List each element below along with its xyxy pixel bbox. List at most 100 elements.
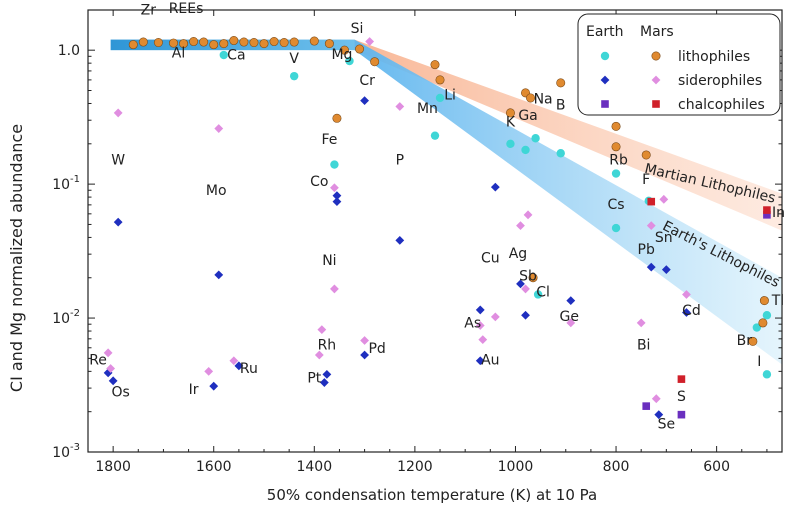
data-point — [204, 366, 214, 376]
data-point — [322, 369, 332, 379]
y-tick-label: 1.0 — [58, 43, 80, 59]
data-point — [475, 356, 485, 366]
x-axis-label: 50% condensation temperature (K) at 10 P… — [267, 486, 597, 504]
element-label-si: Si — [351, 21, 364, 37]
data-point — [219, 50, 228, 60]
legend-earth-chalcophiles-marker — [601, 100, 609, 108]
data-point — [314, 350, 324, 360]
data-point — [370, 57, 380, 67]
data-point — [763, 211, 771, 219]
element-label-al: Al — [172, 46, 185, 62]
data-point — [309, 36, 319, 46]
element-label-rh: Rh — [318, 338, 337, 354]
data-point — [659, 194, 669, 204]
series-mars-lithophiles — [128, 36, 769, 346]
lithophile-bands — [110, 39, 782, 365]
data-point — [324, 39, 334, 49]
data-point — [490, 182, 500, 192]
series-earth-chalcophiles — [642, 211, 771, 419]
element-label-os: Os — [112, 384, 130, 400]
legend-mars-chalcophiles-marker — [652, 100, 660, 108]
data-point — [113, 217, 123, 227]
data-point — [556, 149, 565, 158]
data-point — [239, 37, 249, 47]
data-point — [506, 139, 515, 149]
data-point — [209, 381, 219, 391]
data-point — [611, 223, 621, 233]
legend-mars-lithophiles-marker — [651, 51, 661, 61]
y-tick-label: 10-2 — [52, 308, 80, 327]
data-point — [475, 321, 485, 330]
data-point — [475, 305, 485, 315]
data-point — [523, 210, 533, 220]
element-label-sb: Sb — [519, 269, 537, 285]
data-point — [521, 284, 530, 294]
data-point — [360, 350, 369, 360]
legend-label-lithophiles: lithophiles — [678, 49, 750, 65]
element-label-re: Re — [89, 353, 107, 369]
legend-earth-siderophiles-marker — [600, 75, 610, 85]
data-point — [752, 323, 762, 332]
data-point — [430, 60, 440, 70]
data-point — [319, 378, 329, 387]
data-point — [611, 169, 621, 178]
data-point — [269, 37, 279, 47]
element-label-pt: Pt — [307, 371, 321, 387]
data-point — [289, 71, 299, 81]
element-label-f: F — [642, 172, 650, 188]
data-point — [647, 197, 656, 206]
element-label-na: Na — [534, 91, 553, 107]
element-label-mo: Mo — [206, 183, 227, 199]
data-point — [636, 318, 646, 328]
element-label-i: I — [757, 354, 761, 370]
plateau-band — [110, 39, 355, 51]
element-label-rb: Rb — [609, 153, 628, 169]
data-point — [113, 108, 123, 118]
data-point — [214, 270, 224, 280]
data-point — [179, 39, 189, 49]
data-point — [528, 273, 538, 283]
data-point — [478, 335, 488, 345]
element-label-v: V — [289, 51, 299, 67]
element-label-ge: Ge — [560, 309, 579, 325]
data-point — [360, 336, 369, 345]
axes: 1800 1600 1400 1200 1000 800 600 1.0 10-1 10-2 10-… — [52, 10, 782, 475]
data-point — [531, 134, 540, 143]
y-tick-label: 10-1 — [52, 174, 80, 193]
element-label-p: P — [396, 153, 404, 169]
legend-label-siderophiles: siderophiles — [678, 73, 762, 89]
data-points — [103, 36, 772, 420]
data-point — [138, 37, 148, 47]
data-point — [209, 40, 219, 50]
data-point — [677, 375, 686, 383]
data-point — [395, 236, 405, 245]
data-point — [108, 376, 118, 386]
data-point — [189, 37, 199, 47]
data-point — [332, 191, 342, 201]
legend: Earth Mars lithophiles siderophiles chalco… — [577, 13, 781, 116]
data-point — [106, 364, 116, 373]
data-point — [566, 318, 576, 328]
element-label-b: B — [556, 98, 566, 114]
element-label-ir: Ir — [189, 382, 199, 398]
data-point — [153, 38, 163, 48]
x-tick-label: 800 — [603, 459, 630, 475]
element-label-fe: Fe — [321, 132, 337, 148]
data-point — [249, 38, 259, 48]
data-point — [516, 221, 525, 231]
data-point — [317, 325, 327, 335]
data-point — [566, 296, 576, 306]
data-point — [168, 38, 178, 48]
element-label-se: Se — [658, 416, 676, 432]
data-point — [556, 78, 566, 88]
data-point — [279, 38, 289, 48]
data-point — [345, 56, 354, 66]
data-point — [651, 394, 661, 404]
data-point — [682, 308, 691, 317]
element-label-ca: Ca — [227, 48, 245, 64]
data-point — [360, 96, 369, 106]
data-point — [611, 121, 621, 131]
data-point — [199, 37, 209, 47]
element-label-pb: Pb — [638, 242, 655, 258]
data-point — [521, 145, 530, 155]
